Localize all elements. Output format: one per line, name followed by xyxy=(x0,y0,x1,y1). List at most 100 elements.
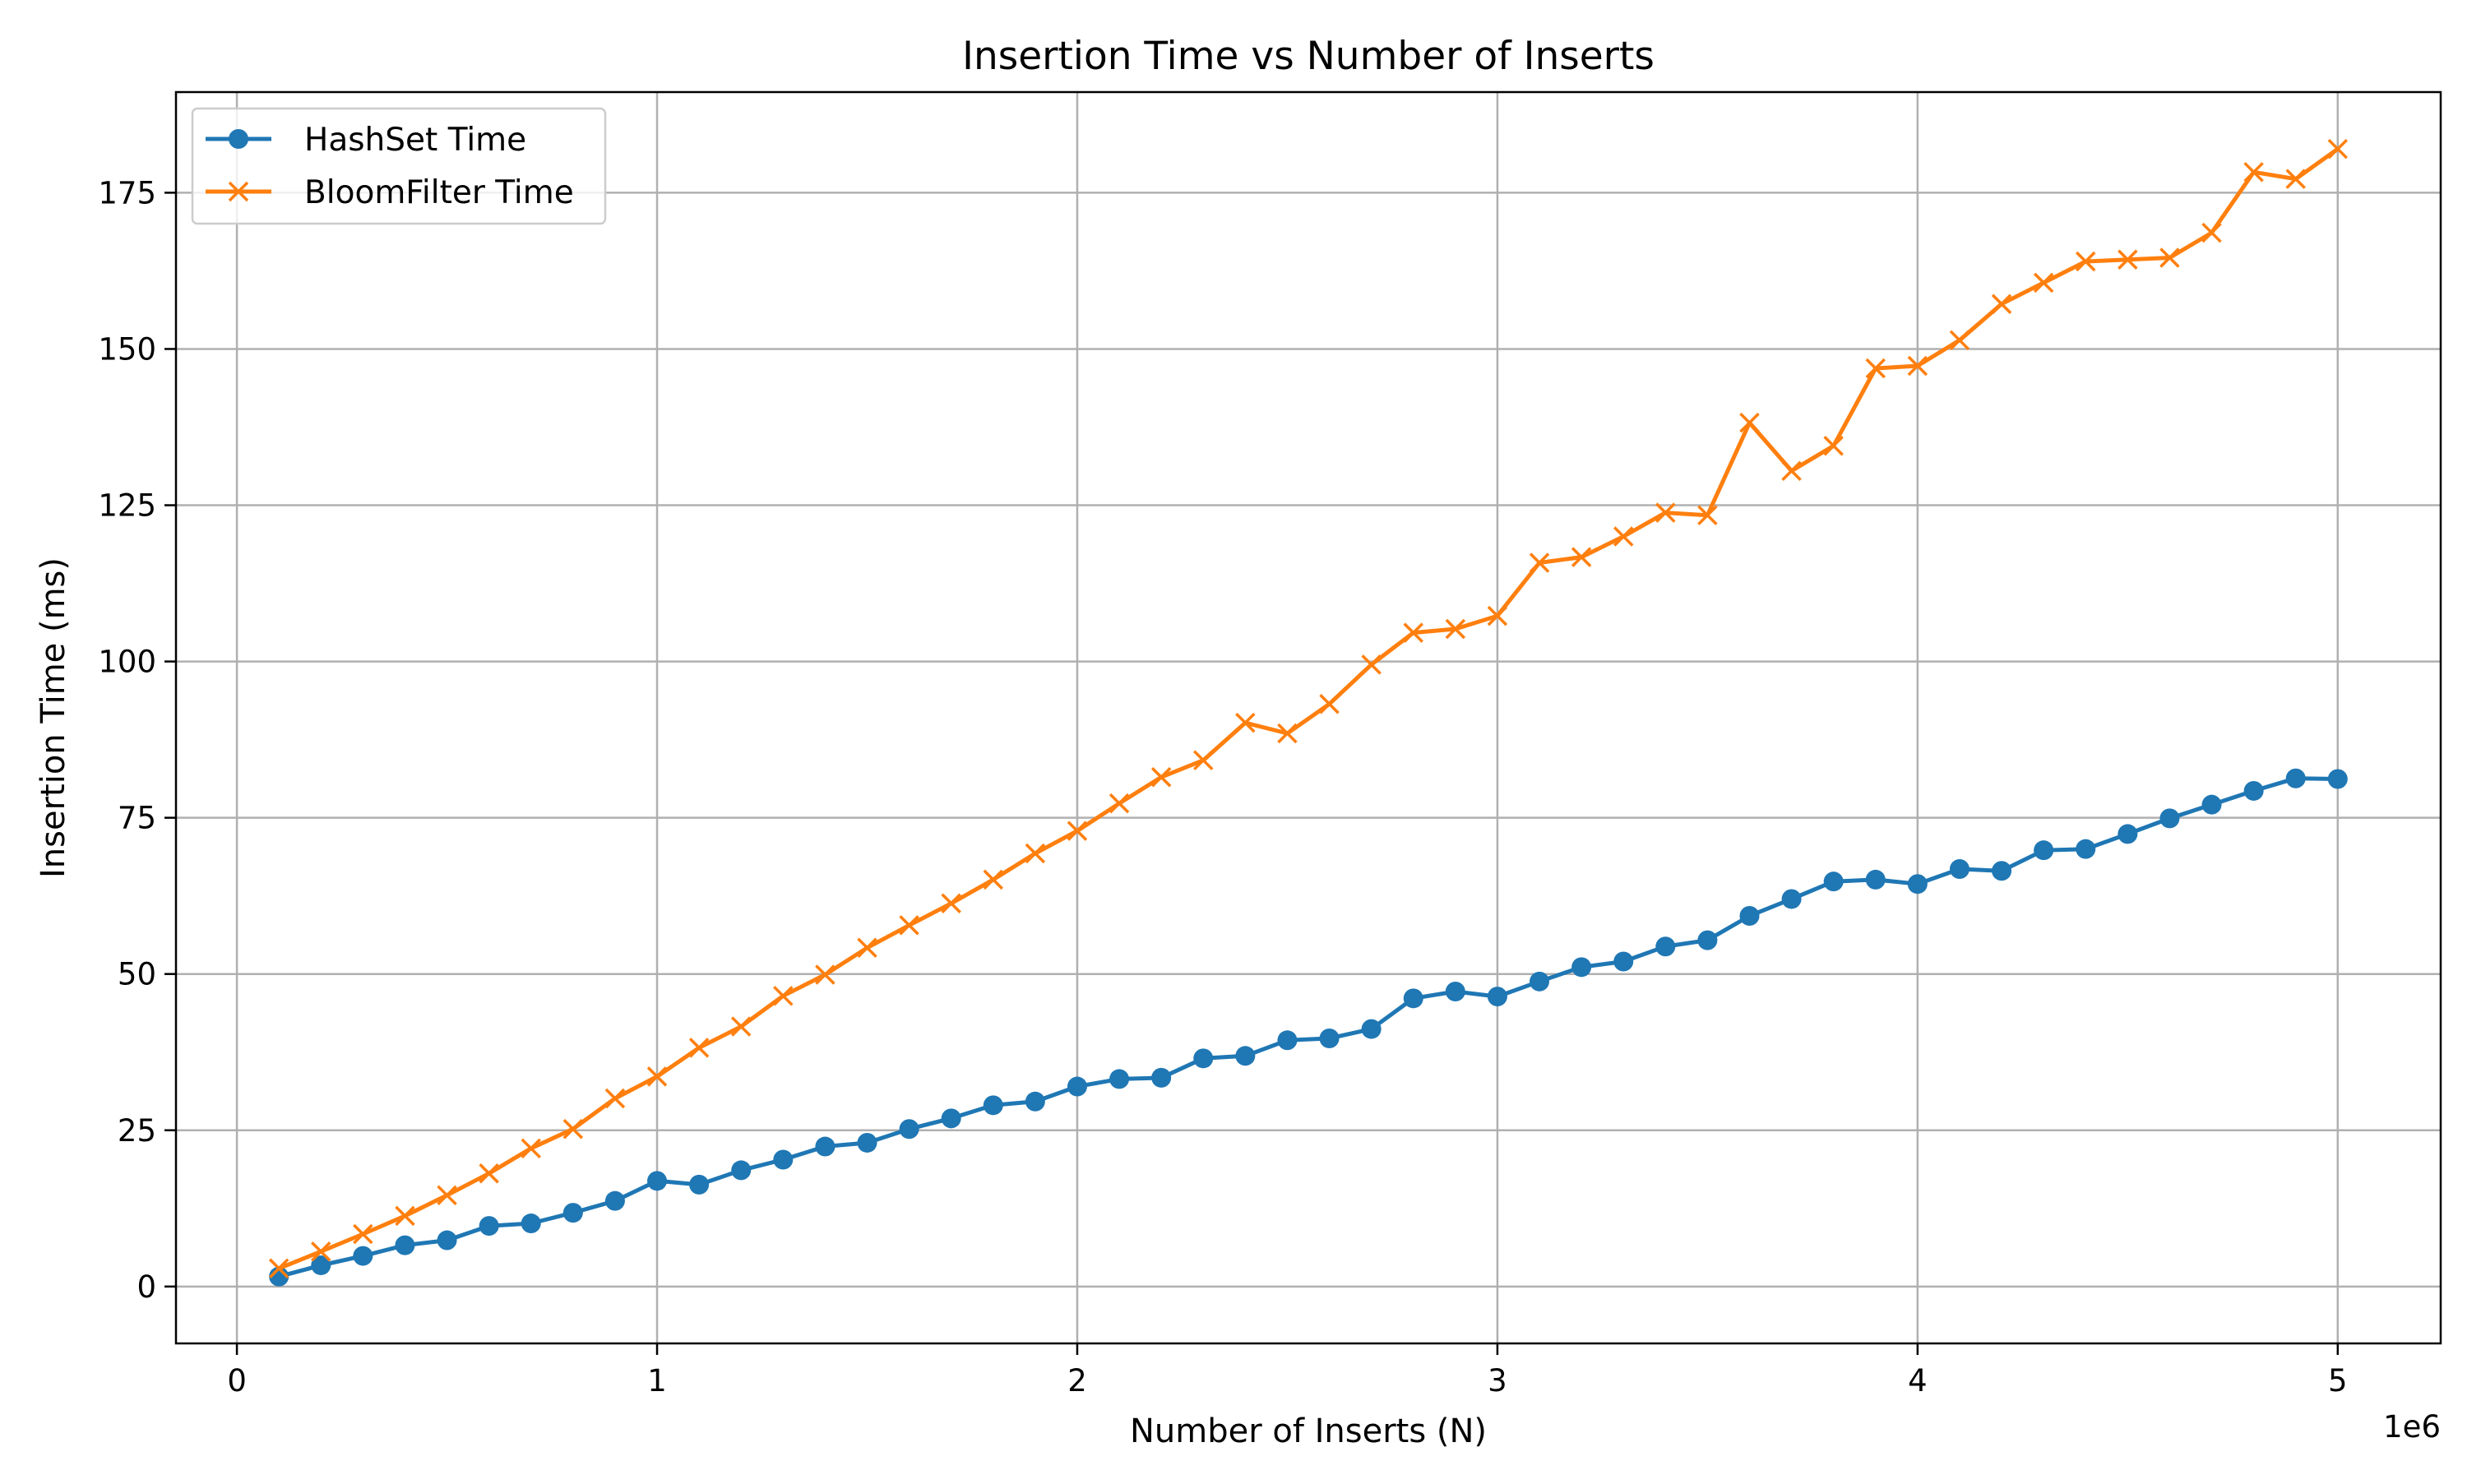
data-point xyxy=(1865,358,1886,379)
data-point xyxy=(1025,843,1046,864)
y-tick-label: 150 xyxy=(98,331,156,367)
data-point xyxy=(1067,1076,1087,1097)
data-point xyxy=(395,1235,415,1255)
legend-label: BloomFilter Time xyxy=(304,174,574,211)
data-point xyxy=(2327,138,2349,159)
data-point xyxy=(2076,839,2096,859)
y-tick-label: 100 xyxy=(98,645,156,680)
legend-marker xyxy=(228,181,249,202)
data-point xyxy=(2076,251,2096,272)
data-point xyxy=(311,1241,331,1262)
data-point xyxy=(562,1119,584,1140)
plot-frame xyxy=(174,90,2442,1345)
data-point xyxy=(1403,622,1423,643)
data-point xyxy=(1487,987,1507,1007)
x-axis-label: Number of Inserts (N) xyxy=(1130,1412,1487,1450)
data-point xyxy=(437,1230,457,1251)
data-point xyxy=(479,1216,499,1237)
grid xyxy=(176,92,2441,1343)
legend-entry: HashSet Time xyxy=(206,122,526,159)
data-point xyxy=(773,1149,794,1170)
data-point xyxy=(1907,355,1928,377)
data-point xyxy=(1319,694,1340,714)
x-tick-label: 3 xyxy=(1488,1363,1507,1398)
data-point xyxy=(1907,874,1928,895)
data-point xyxy=(941,893,961,914)
data-point xyxy=(1150,766,1172,788)
x-axis-offset-text: 1e6 xyxy=(2383,1409,2441,1445)
data-point xyxy=(311,1255,331,1275)
data-point xyxy=(1823,871,1844,892)
x-tick-label: 2 xyxy=(1067,1363,1087,1398)
data-point xyxy=(689,1174,710,1195)
legend-marker xyxy=(229,129,248,149)
data-point xyxy=(731,1160,752,1181)
data-point xyxy=(1319,1029,1340,1049)
data-point xyxy=(2034,840,2054,861)
data-point xyxy=(437,1185,457,1206)
data-point xyxy=(1235,712,1256,733)
data-point xyxy=(1949,858,1969,879)
data-point xyxy=(1571,957,1592,978)
data-point xyxy=(1193,750,1214,770)
legend-label: HashSet Time xyxy=(304,122,526,159)
data-point xyxy=(268,1258,289,1279)
data-point xyxy=(604,1088,626,1109)
legend: HashSet Time BloomFilter Time xyxy=(191,107,607,225)
data-point xyxy=(521,1138,541,1159)
y-axis-label: Insertion Time (ms) xyxy=(35,557,72,878)
data-point xyxy=(2033,272,2054,294)
x-tick-label: 4 xyxy=(1908,1363,1928,1398)
series-bloomfilter xyxy=(268,138,2349,1279)
data-point xyxy=(1781,889,1802,909)
data-point xyxy=(1193,1048,1214,1069)
data-point xyxy=(1277,1030,1298,1051)
data-point xyxy=(479,1163,499,1184)
data-point xyxy=(562,1203,583,1223)
data-point xyxy=(1992,861,2012,881)
data-point xyxy=(941,1108,961,1129)
legend-box xyxy=(191,107,607,225)
data-point xyxy=(353,1223,373,1245)
data-point xyxy=(1739,905,1760,926)
y-tick-label: 25 xyxy=(118,1113,156,1149)
data-point xyxy=(730,1016,752,1037)
data-point xyxy=(2201,222,2222,243)
data-point xyxy=(899,1119,919,1140)
data-point xyxy=(1361,1019,1382,1039)
data-point xyxy=(1530,971,1550,992)
data-point xyxy=(604,1190,625,1211)
y-tick-label: 125 xyxy=(98,488,156,524)
data-point xyxy=(2159,808,2180,829)
chart-title: Insertion Time vs Number of Inserts xyxy=(962,34,1655,79)
legend-entry: BloomFilter Time xyxy=(206,174,574,211)
data-point xyxy=(1109,793,1130,814)
data-point xyxy=(1697,505,1718,525)
y-tick-label: 0 xyxy=(137,1269,156,1305)
data-point xyxy=(1109,1069,1130,1089)
data-point xyxy=(1445,981,1465,1001)
data-point xyxy=(1445,618,1466,640)
data-point xyxy=(1613,526,1634,547)
data-point xyxy=(1361,654,1382,675)
data-point xyxy=(1571,547,1592,567)
data-point xyxy=(1655,502,1676,523)
legend-items: HashSet Time BloomFilter Time xyxy=(206,122,574,211)
data-point xyxy=(1151,1067,1172,1088)
data-point xyxy=(353,1246,373,1266)
data-point xyxy=(1235,1046,1256,1066)
series-layer xyxy=(268,138,2349,1287)
data-point xyxy=(1403,988,1423,1009)
data-point xyxy=(521,1214,541,1234)
data-point xyxy=(2327,769,2348,789)
data-point xyxy=(1781,460,1802,481)
data-point xyxy=(647,1171,668,1191)
data-point xyxy=(857,937,877,959)
data-point xyxy=(2118,249,2138,270)
data-point xyxy=(815,1136,835,1157)
data-point xyxy=(1739,412,1760,433)
data-point xyxy=(1823,436,1844,456)
x-tick-label: 0 xyxy=(227,1363,247,1398)
data-point xyxy=(1697,930,1718,950)
